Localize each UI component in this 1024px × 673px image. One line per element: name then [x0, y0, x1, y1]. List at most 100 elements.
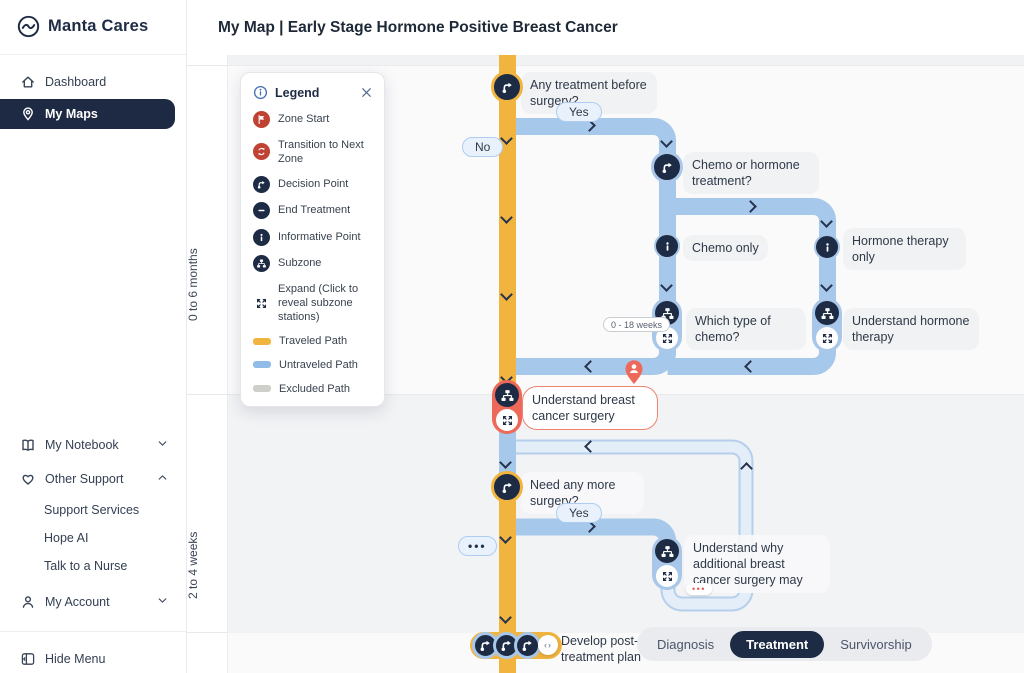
informative-point-icon	[253, 228, 270, 246]
collapse-group-icon[interactable]: ‹›	[538, 635, 558, 655]
legend-item: Excluded Path	[253, 382, 372, 396]
station-need-any-more-surgery[interactable]	[491, 471, 523, 503]
expand-icon[interactable]	[656, 327, 678, 349]
station-label-line2: treatment plan	[561, 650, 641, 665]
page-title: My Map | Early Stage Hormone Positive Br…	[218, 19, 618, 36]
collapsed-branch-chip[interactable]: •••	[458, 536, 497, 556]
sidebar-item-other-support[interactable]: Other Support	[0, 468, 186, 490]
legend-item: End Treatment	[253, 202, 372, 220]
zone-divider	[186, 65, 228, 66]
brand-name: Manta Cares	[48, 17, 149, 35]
legend-title: Legend	[275, 85, 320, 100]
sidebar: Manta Cares Dashboard My Maps My Noteboo…	[0, 0, 187, 673]
decision-point-icon	[499, 638, 514, 653]
hide-menu-button[interactable]: Hide Menu	[0, 648, 186, 670]
sidebar-item-label: Other Support	[45, 472, 124, 486]
station-label: Understand hormone therapy	[843, 308, 979, 350]
legend-item: Subzone	[253, 255, 372, 273]
station-label: Chemo or hormone treatment?	[683, 152, 819, 194]
informative-point-icon	[661, 240, 674, 253]
notebook-icon	[20, 437, 36, 453]
map-canvas: 0 to 6 months 2 to 4 weeks	[186, 55, 1024, 673]
subzone-icon	[815, 301, 839, 325]
decision-point-icon	[500, 80, 515, 95]
sidebar-item-dashboard[interactable]: Dashboard	[0, 71, 186, 93]
legend-item-label: Expand (Click to reveal subzone stations…	[278, 282, 359, 324]
traveled-path-swatch	[253, 337, 271, 345]
collapse-sidebar-icon	[20, 651, 36, 667]
station-understand-hormone-therapy[interactable]	[812, 298, 842, 352]
decision-point-icon	[520, 638, 535, 653]
brand-logo: Manta Cares	[16, 14, 148, 39]
legend-item-label: Subzone	[278, 257, 322, 270]
sidebar-item-support-services[interactable]: Support Services	[44, 503, 140, 517]
zone-divider	[186, 394, 228, 395]
decision-point-icon	[253, 175, 270, 193]
branch-chip-no: No	[462, 137, 504, 157]
close-icon	[361, 87, 372, 98]
legend-item-label: Untraveled Path	[279, 358, 358, 371]
station-label: Which type of chemo?	[686, 308, 806, 350]
phase-tabs: Diagnosis Treatment Survivorship	[637, 627, 932, 661]
legend-panel: Legend Zone Start Transition to Next Zon…	[240, 72, 385, 407]
sidebar-item-label: My Account	[45, 595, 110, 609]
sidebar-item-my-maps[interactable]: My Maps	[0, 99, 175, 129]
sidebar-item-label: My Maps	[45, 107, 98, 121]
info-circle-icon	[253, 85, 268, 100]
tab-treatment[interactable]: Treatment	[730, 630, 825, 658]
zone-divider	[186, 632, 228, 633]
legend-item: Decision Point	[253, 175, 372, 193]
legend-item: Traveled Path	[253, 334, 372, 348]
station-label-line1: Develop post-s	[561, 634, 645, 648]
current-location-pin-icon	[624, 359, 644, 385]
zone-start-icon	[253, 111, 270, 128]
chevron-up-icon	[157, 472, 168, 486]
sidebar-item-my-account[interactable]: My Account	[0, 591, 186, 613]
station-chemo-or-hormone-treatment[interactable]	[651, 151, 683, 183]
legend-item-label: Transition to Next Zone	[278, 138, 364, 165]
legend-item-label: Decision Point	[278, 177, 349, 190]
legend-close-button[interactable]	[361, 87, 372, 98]
station-label: Hormone therapy only	[843, 228, 966, 270]
home-icon	[20, 74, 36, 90]
transition-to-next-zone-icon	[253, 143, 270, 161]
station-any-treatment-before-surgery[interactable]	[491, 71, 523, 103]
sidebar-item-my-notebook[interactable]: My Notebook	[0, 434, 186, 456]
informative-point-icon	[821, 241, 834, 254]
station-label: Chemo only	[683, 235, 768, 261]
tab-diagnosis[interactable]: Diagnosis	[657, 636, 715, 652]
hide-menu-label: Hide Menu	[45, 652, 106, 666]
legend-item: Zone Start	[253, 111, 372, 128]
expand-icon[interactable]	[656, 565, 678, 587]
label-truncation-dots: •••	[686, 583, 712, 595]
station-develop-plan-decision-3[interactable]	[514, 632, 541, 659]
decision-point-icon	[660, 160, 675, 175]
excluded-path-swatch	[253, 385, 271, 393]
sidebar-item-talk-to-a-nurse[interactable]: Talk to a Nurse	[44, 559, 128, 573]
sidebar-item-label: Dashboard	[45, 75, 107, 89]
legend-item-label: Excluded Path	[279, 382, 350, 395]
decision-point-icon	[500, 480, 515, 495]
expand-icon[interactable]	[496, 409, 518, 431]
tab-survivorship[interactable]: Survivorship	[840, 636, 912, 652]
station-chemo-only[interactable]	[654, 233, 680, 259]
sidebar-item-label: My Notebook	[45, 438, 119, 452]
subzone-icon	[253, 255, 270, 273]
sidebar-item-hope-ai[interactable]: Hope AI	[44, 531, 89, 545]
station-understand-breast-cancer-surgery-current[interactable]	[492, 380, 522, 434]
zone-band-2	[228, 394, 1024, 634]
zone-strip-top	[228, 55, 1024, 66]
station-hormone-therapy-only[interactable]	[814, 234, 840, 260]
legend-item: Informative Point	[253, 228, 372, 246]
expand-icon[interactable]	[816, 327, 838, 349]
legend-item-label: Traveled Path	[279, 334, 348, 347]
manta-cares-logo-icon	[16, 14, 41, 39]
decision-point-icon	[478, 638, 493, 653]
chevron-down-icon	[157, 438, 168, 452]
chevron-down-icon	[157, 595, 168, 609]
subzone-icon	[495, 383, 519, 407]
legend-item-label: Informative Point	[278, 230, 361, 243]
sidebar-divider	[0, 54, 186, 55]
station-understand-why-additional-breast-cancer-surgery[interactable]	[652, 536, 682, 590]
